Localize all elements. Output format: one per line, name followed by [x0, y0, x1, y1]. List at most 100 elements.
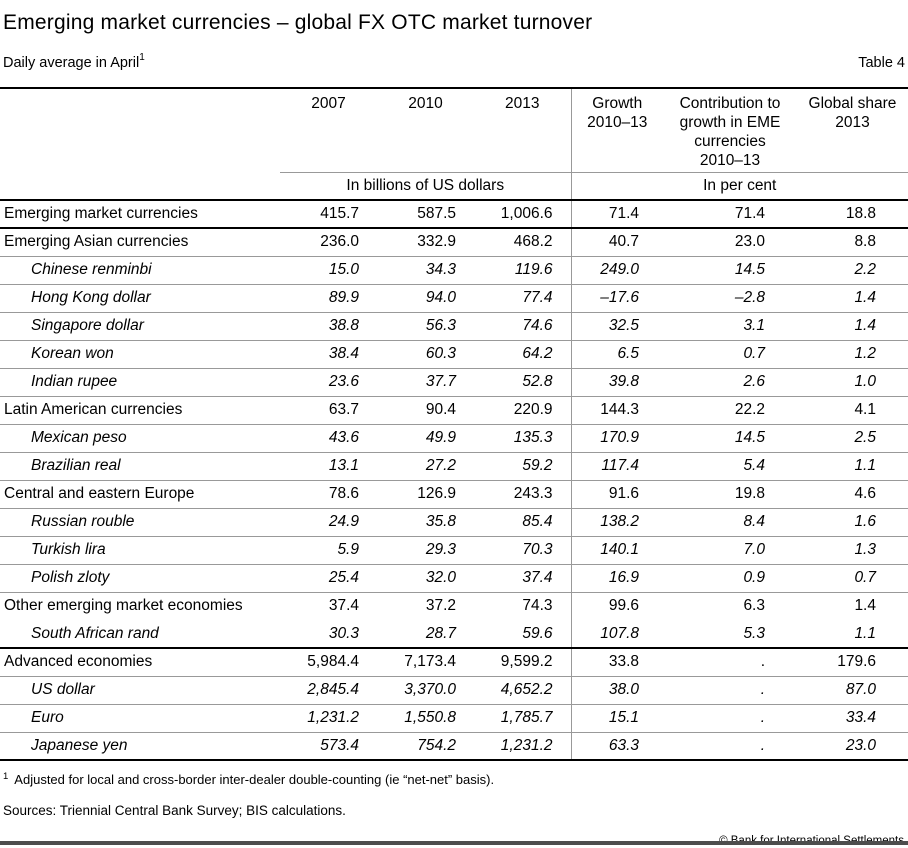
cell-value: 117.4 — [570, 452, 663, 480]
cell-value: 64.2 — [522, 345, 553, 362]
row-label: Polish zloty — [31, 569, 110, 586]
cell-value: 2,845.4 — [307, 681, 359, 698]
cell-value: 37.4 — [328, 597, 359, 615]
cell-value: 140.1 — [570, 536, 663, 564]
table-row: Indian rupee 23.6 37.7 52.8 39.8 2.6 1.0 — [0, 368, 908, 396]
cell-value: 1.4 — [854, 317, 876, 334]
cell-value: 52.8 — [522, 373, 553, 390]
row-label: Indian rupee — [31, 373, 118, 390]
column-header-row: 2007 2010 2013 Growth 2010–13 Contributi… — [0, 88, 908, 172]
cell-value: 23.0 — [734, 233, 765, 251]
cell-value: 13.1 — [328, 457, 359, 474]
cell-value: 37.4 — [522, 569, 553, 586]
cell-value: 15.1 — [570, 704, 663, 732]
subtitle: Daily average in April1 — [3, 53, 145, 72]
table-row: Latin American currencies 63.7 90.4 220.9 14… — [0, 396, 908, 424]
cell-value: 249.0 — [570, 256, 663, 284]
cell-value: 754.2 — [417, 736, 456, 754]
cell-value: 71.4 — [570, 200, 663, 228]
cell-value: 38.0 — [570, 676, 663, 704]
cell-value: 144.3 — [570, 396, 663, 424]
col-header-2010: 2010 — [408, 95, 443, 112]
table-row: Emerging Asian currencies 236.0 332.9 468.2… — [0, 228, 908, 256]
cell-value: 18.8 — [845, 205, 876, 222]
table-row: Korean won 38.4 60.3 64.2 6.5 0.7 1.2 — [0, 340, 908, 368]
cell-value: 39.8 — [570, 368, 663, 396]
cell-value: 94.0 — [425, 289, 456, 306]
cell-value: 19.8 — [734, 485, 765, 502]
cell-value: 71.4 — [734, 205, 765, 222]
cell-value: 332.9 — [417, 233, 456, 251]
cell-value: 56.3 — [425, 317, 456, 334]
cell-value: 138.2 — [570, 508, 663, 536]
cell-value: 25.4 — [328, 569, 359, 586]
cell-value: 28.7 — [425, 624, 456, 642]
table-row: Advanced economies 5,984.4 7,173.4 9,599.2 3… — [0, 648, 908, 676]
table-row: Singapore dollar 38.8 56.3 74.6 32.5 3.1 1.4 — [0, 312, 908, 340]
bottom-bar — [0, 841, 908, 845]
cell-value: 37.7 — [425, 373, 456, 390]
cell-value: 1,006.6 — [500, 205, 553, 222]
footnote-marker: 1 — [3, 771, 9, 782]
cell-value: 1.1 — [854, 457, 876, 474]
cell-value: 1,231.2 — [307, 709, 359, 726]
row-label: South African rand — [31, 624, 159, 642]
cell-value: 2.6 — [743, 373, 765, 390]
cell-value: 85.4 — [522, 513, 553, 530]
cell-value: 179.6 — [837, 653, 876, 671]
cell-value: 89.9 — [328, 289, 359, 306]
col-header-contribution: Contribution to growth in EME currencies… — [679, 95, 781, 169]
cell-value: 34.3 — [425, 261, 456, 278]
table-row: Russian rouble 24.9 35.8 85.4 138.2 8.4 1.6 — [0, 508, 908, 536]
cell-value: 22.2 — [734, 401, 765, 418]
units-percent: In per cent — [570, 171, 908, 200]
cell-value: 60.3 — [425, 345, 456, 362]
row-label: US dollar — [31, 681, 95, 698]
row-label: Other emerging market economies — [4, 597, 243, 615]
cell-value: . — [760, 681, 765, 698]
cell-value: 6.5 — [570, 340, 663, 368]
table-row: South African rand 30.3 28.7 59.6 107.8 5.3 1.… — [0, 620, 908, 648]
cell-value: 91.6 — [570, 480, 663, 508]
cell-value: 38.4 — [328, 345, 359, 362]
cell-value: 3,370.0 — [404, 681, 456, 698]
cell-value: 0.9 — [743, 569, 765, 586]
cell-value: 24.9 — [328, 513, 359, 530]
cell-value: 78.6 — [328, 485, 359, 502]
cell-value: 1.1 — [854, 624, 876, 642]
cell-value: 8.8 — [854, 233, 876, 251]
cell-value: 30.3 — [328, 624, 359, 642]
cell-value: 1.2 — [854, 345, 876, 362]
cell-value: 27.2 — [425, 457, 456, 474]
cell-value: 7.0 — [743, 541, 765, 558]
table-row: Brazilian real 13.1 27.2 59.2 117.4 5.4 1.1 — [0, 452, 908, 480]
cell-value: 37.2 — [425, 597, 456, 615]
subtitle-text: Daily average in April — [3, 55, 140, 71]
cell-value: 9,599.2 — [500, 653, 553, 671]
cell-value: 33.8 — [570, 648, 663, 676]
subtitle-row: Daily average in April1 Table 4 — [0, 53, 908, 72]
cell-value: 87.0 — [845, 681, 876, 698]
row-label: Central and eastern Europe — [4, 485, 195, 502]
table-number: Table 4 — [858, 55, 905, 71]
cell-value: 4.6 — [854, 485, 876, 502]
cell-value: 70.3 — [522, 541, 553, 558]
page-title: Emerging market currencies – global FX O… — [3, 11, 593, 34]
col-header-growth: Growth 2010–13 — [570, 88, 663, 172]
cell-value: 90.4 — [425, 401, 456, 418]
row-label: Emerging Asian currencies — [4, 233, 189, 251]
cell-value: 1,550.8 — [404, 709, 456, 726]
cell-value: 119.6 — [514, 261, 553, 278]
footnote-text: Adjusted for local and cross-border inte… — [14, 772, 495, 787]
cell-value: 33.4 — [845, 709, 876, 726]
table-row: US dollar 2,845.4 3,370.0 4,652.2 38.0. 87.0 — [0, 676, 908, 704]
cell-value: 99.6 — [570, 592, 663, 620]
cell-value: 220.9 — [513, 401, 553, 418]
cell-value: 43.6 — [328, 429, 359, 446]
turnover-table: 2007 2010 2013 Growth 2010–13 Contributi… — [0, 87, 908, 761]
cell-value: 29.3 — [425, 541, 456, 558]
row-label: Russian rouble — [31, 513, 135, 530]
table-row: Other emerging market economies 37.4 37.2 7… — [0, 592, 908, 620]
cell-value: 40.7 — [570, 228, 663, 256]
cell-value: 5.3 — [743, 624, 765, 642]
